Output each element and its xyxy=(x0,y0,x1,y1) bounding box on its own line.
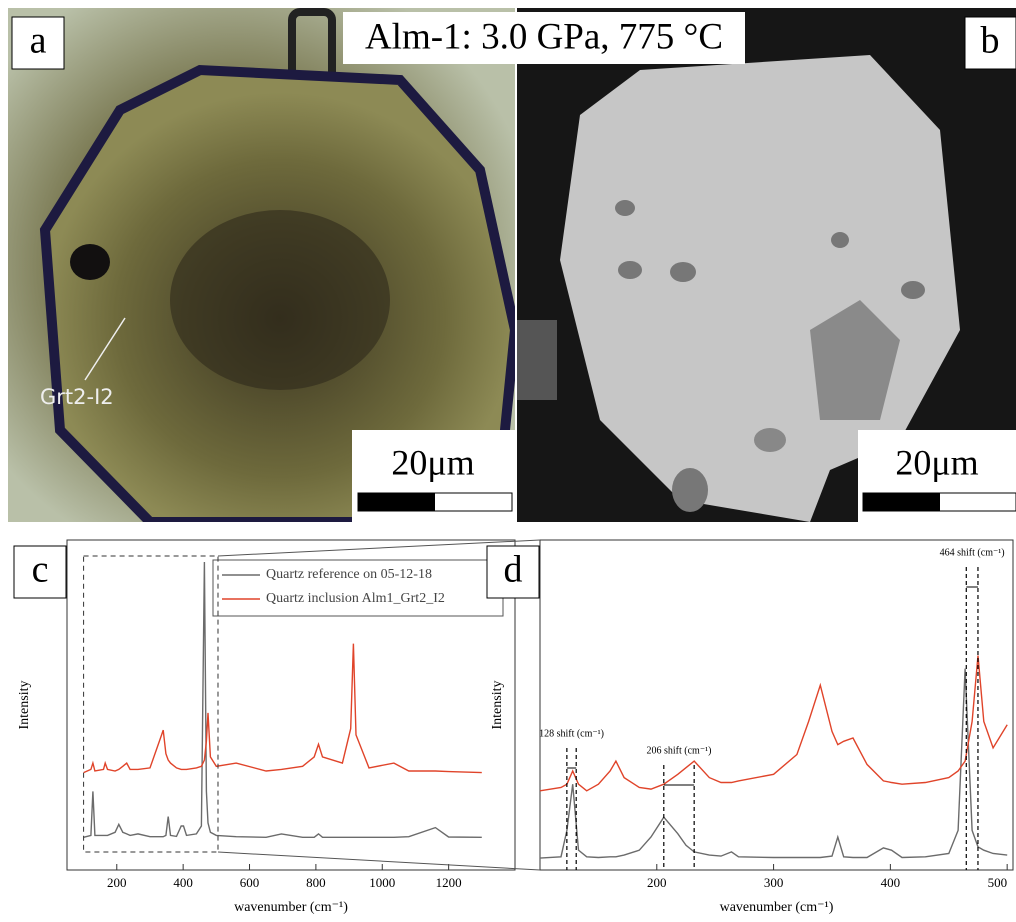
series-line xyxy=(84,644,482,773)
scale-label: 20μm xyxy=(391,442,474,482)
scale-label: 20μm xyxy=(895,442,978,482)
series-line xyxy=(540,669,1007,858)
page: {"panels": { "a": {"label": "a", "callou… xyxy=(0,0,1016,922)
panel-label: c xyxy=(32,549,49,591)
x-tick-label: 1000 xyxy=(369,875,395,890)
x-axis-label: wavenumber (cm⁻¹) xyxy=(720,900,834,915)
x-tick-label: 500 xyxy=(988,875,1008,890)
x-tick-label: 400 xyxy=(881,875,901,890)
figure: Grt2-I2 a b Alm-1: 3.0 GPa, 775 °C 20μm … xyxy=(0,0,1016,917)
x-tick-label: 1200 xyxy=(436,875,462,890)
x-tick-label: 300 xyxy=(764,875,784,890)
y-axis-label: Intensity xyxy=(490,681,505,730)
annotation: 464 shift (cm⁻¹) xyxy=(940,547,1005,558)
x-tick-label: 400 xyxy=(173,875,193,890)
annotation: 128 shift (cm⁻¹) xyxy=(539,728,604,739)
x-tick-label: 600 xyxy=(240,875,260,890)
x-axis-label: wavenumber (cm⁻¹) xyxy=(234,900,348,915)
panel-label: d xyxy=(504,549,523,591)
series-line xyxy=(540,656,1007,791)
legend-label: Quartz inclusion Alm1_Grt2_I2 xyxy=(266,591,445,606)
legend-label: Quartz reference on 05-12-18 xyxy=(266,567,432,582)
panel-label: a xyxy=(30,20,47,62)
x-tick-label: 800 xyxy=(306,875,326,890)
x-tick-label: 200 xyxy=(107,875,127,890)
x-tick-label: 200 xyxy=(647,875,667,890)
zoom-box xyxy=(84,556,218,852)
plot-frame xyxy=(540,540,1013,870)
zoom-line xyxy=(218,852,540,870)
callout: Grt2-I2 xyxy=(40,385,114,409)
figure-title: Alm-1: 3.0 GPa, 775 °C xyxy=(365,16,723,57)
annotation: 206 shift (cm⁻¹) xyxy=(647,745,712,756)
panel-label: b xyxy=(981,20,1000,62)
y-axis-label: Intensity xyxy=(17,681,32,730)
